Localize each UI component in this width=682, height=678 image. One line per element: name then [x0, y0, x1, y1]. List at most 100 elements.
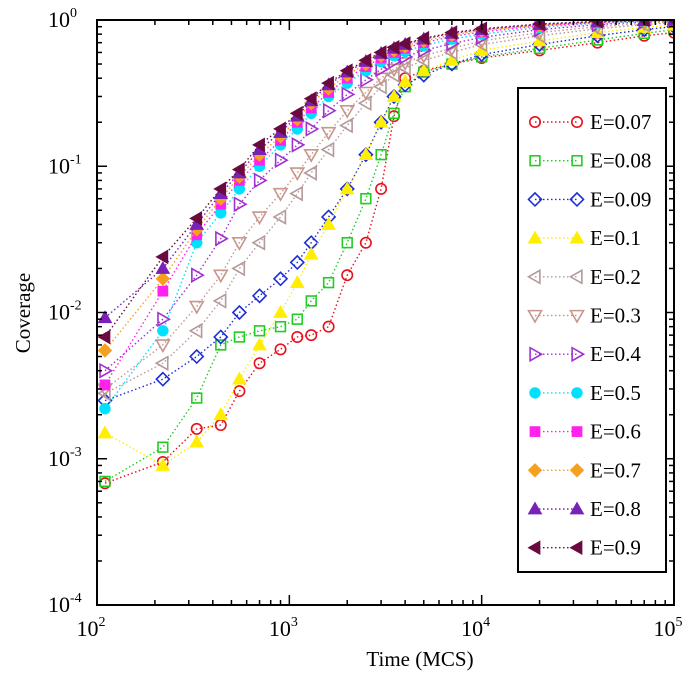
data-point	[359, 236, 372, 249]
data-point	[303, 165, 317, 181]
data-point	[231, 260, 246, 277]
legend-entry: E=0.09	[527, 187, 651, 211]
legend-entry: E=0.08	[529, 149, 651, 173]
legend-marker	[571, 387, 583, 399]
data-point	[232, 371, 247, 385]
series-line	[104, 20, 674, 351]
y-tick-label: 10-3	[48, 445, 82, 471]
series-layer	[97, 20, 674, 490]
data-point	[274, 152, 289, 169]
data-point	[274, 343, 287, 356]
series-line	[104, 20, 674, 372]
data-point	[339, 181, 355, 195]
data-point	[386, 39, 400, 55]
data-point	[341, 237, 353, 249]
data-point	[251, 234, 266, 251]
x-tick-label: 104	[461, 615, 490, 641]
legend-marker	[569, 309, 585, 324]
data-point	[341, 86, 356, 103]
legend-marker	[527, 191, 543, 208]
y-tick-label: 10-4	[48, 591, 82, 617]
data-point	[189, 348, 205, 365]
data-point	[99, 379, 111, 391]
legend-label: E=0.09	[590, 187, 651, 211]
data-point	[291, 330, 304, 343]
legend-marker	[568, 268, 583, 285]
data-point	[339, 181, 355, 197]
data-point	[155, 457, 171, 471]
legend-marker	[571, 155, 583, 167]
x-tick-label: 103	[269, 615, 298, 641]
legend-marker	[527, 540, 541, 556]
data-point	[272, 187, 289, 202]
legend-marker	[571, 426, 583, 437]
legend-marker	[527, 501, 543, 515]
data-point	[385, 67, 400, 83]
data-point	[188, 300, 205, 315]
x-axis-label: Time (MCS)	[366, 647, 473, 671]
data-point	[289, 275, 305, 289]
data-point	[358, 147, 374, 163]
data-point	[305, 329, 318, 342]
axis-ticks	[96, 19, 675, 606]
data-point	[191, 267, 205, 284]
data-point	[273, 121, 286, 137]
legend-marker	[529, 426, 541, 437]
data-point	[386, 88, 402, 105]
legend-marker	[569, 463, 585, 478]
series-line	[104, 24, 674, 467]
data-point	[157, 311, 171, 328]
data-point	[373, 45, 387, 60]
legend-marker	[529, 387, 541, 399]
data-point	[388, 107, 400, 120]
legend-marker	[529, 346, 544, 363]
data-point	[289, 185, 303, 202]
data-point	[253, 172, 268, 189]
x-tick-label: 105	[654, 615, 682, 641]
legend-label: E=0.7	[590, 458, 641, 482]
data-point	[320, 141, 335, 158]
data-point	[474, 21, 488, 37]
legend-label: E=0.07	[590, 110, 651, 134]
data-point	[253, 357, 266, 370]
data-point	[291, 137, 306, 153]
data-point	[272, 271, 289, 287]
data-point	[191, 392, 203, 404]
data-point	[289, 167, 306, 182]
series-line	[104, 21, 674, 390]
series-line	[104, 20, 674, 338]
data-point	[99, 402, 111, 415]
y-tick-label: 100	[48, 6, 77, 32]
data-point	[397, 60, 411, 76]
data-point	[155, 260, 171, 274]
legend-marker	[527, 309, 543, 324]
data-point	[322, 320, 335, 333]
data-point	[375, 182, 388, 195]
data-point	[303, 148, 320, 163]
data-point	[213, 181, 227, 197]
series-line	[104, 21, 674, 395]
data-point	[212, 293, 227, 309]
data-point	[190, 422, 203, 435]
tick-labels: 102 103 104 105 100 10-1 10-2 10-3 10-4	[48, 6, 682, 641]
data-point	[252, 337, 267, 351]
data-point	[97, 343, 113, 358]
series-line	[104, 31, 674, 484]
data-point	[339, 117, 353, 134]
data-point	[305, 121, 320, 137]
data-point	[233, 196, 248, 213]
legend-entry: E=0.3	[527, 304, 641, 328]
data-point	[233, 385, 246, 398]
data-point	[386, 88, 402, 102]
series-line	[104, 20, 674, 319]
series-E=0.9	[97, 20, 674, 345]
data-point	[341, 269, 354, 282]
data-point	[155, 271, 171, 287]
data-point	[357, 95, 372, 112]
legend-label: E=0.1	[590, 226, 641, 250]
data-point	[273, 304, 288, 318]
data-point	[215, 230, 229, 247]
data-point	[251, 288, 268, 304]
legend-label: E=0.9	[590, 536, 641, 560]
